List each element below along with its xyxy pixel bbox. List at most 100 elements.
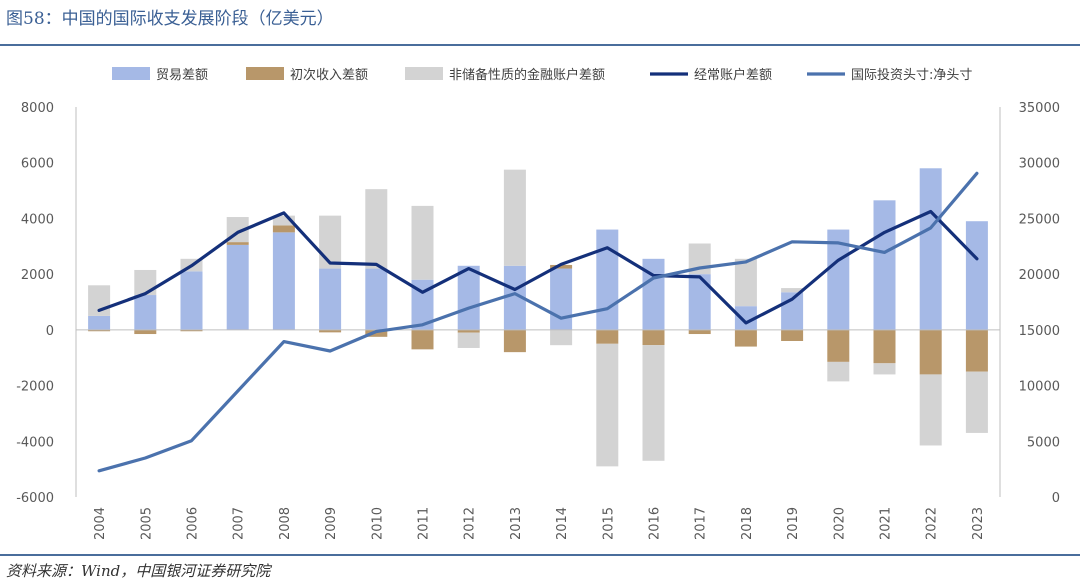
x-tick-label: 2012 [463,507,478,540]
bar-financial-2020 [827,361,850,382]
legend-financial-label: 非储备性质的金融账户差额 [449,67,605,83]
bar-trade-2022 [919,168,942,330]
bar-financial-2022 [919,374,942,446]
y-tick-label: -4000 [16,435,54,450]
current-account-line [97,209,979,325]
bar-primary-income-2023 [965,329,988,372]
bar-primary-income-2018 [734,329,757,347]
legend-primary-income-swatch [246,67,284,80]
bar-primary-income-2015 [596,329,619,344]
bar-trade-2015 [596,229,619,330]
bar-trade-2005 [134,295,157,330]
bar-trade-2009 [319,268,342,330]
bar-primary-income-2021 [873,329,896,364]
bar-primary-income-2008 [272,225,295,233]
bar-financial-2008 [272,215,295,226]
x-tick-label: 2009 [324,507,339,540]
legend-trade-label: 贸易差额 [156,68,208,83]
y-tick-label: 6000 [21,157,54,172]
x-tick-label: 2008 [278,507,293,540]
bar-trade-2014 [550,268,573,330]
bar-primary-income-2011 [411,329,434,350]
y2-tick-label: 20000 [1019,268,1060,283]
y2-tick-label: 0 [1052,491,1060,506]
bar-financial-2019 [781,288,804,293]
bar-trade-2004 [88,315,111,330]
bar-financial-2018 [734,258,757,307]
bar-financial-2011 [411,205,434,280]
legend-niip-label: 国际投资头寸:净头寸 [851,67,972,83]
bar-trade-2023 [965,221,988,330]
x-tick-label: 2007 [232,507,247,540]
legend-current-account-label: 经常账户差额 [694,67,772,83]
x-tick-label: 2017 [694,507,709,540]
bar-financial-2023 [965,371,988,433]
x-tick-label: 2020 [832,507,847,540]
bar-trade-2021 [873,200,896,330]
bar-primary-income-2007 [226,242,249,245]
bar-financial-2014 [550,329,573,346]
bar-primary-income-2013 [503,329,526,353]
bar-financial-2012 [457,332,480,348]
y-tick-label: 2000 [21,268,54,283]
x-tick-label: 2022 [925,507,940,540]
y-tick-label: -2000 [16,380,54,395]
legend-primary-income-label: 初次收入差额 [290,67,368,83]
bar-trade-2008 [272,232,295,330]
y-tick-label: 0 [46,324,54,339]
x-tick-label: 2010 [370,507,385,540]
bar-trade-2013 [503,265,526,330]
bar-trade-2017 [688,274,711,330]
y2-tick-label: 30000 [1019,157,1060,172]
x-tick-label: 2004 [93,507,108,540]
y2-tick-label: 5000 [1027,435,1060,450]
x-tick-label: 2013 [509,507,524,540]
source-divider [0,554,1080,556]
y2-tick-label: 15000 [1019,324,1060,339]
x-tick-label: 2016 [648,507,663,540]
bar-primary-income-2006 [180,329,203,332]
y-tick-label: 8000 [21,101,54,116]
bar-primary-income-2014 [550,264,573,269]
x-tick-label: 2023 [971,507,986,540]
x-tick-label: 2019 [786,507,801,540]
bar-primary-income-2004 [88,329,111,332]
bar-primary-income-2009 [319,329,342,333]
x-tick-label: 2015 [601,507,616,540]
bar-primary-income-2019 [781,329,804,341]
bar-financial-2005 [134,269,157,296]
y2-tick-label: 35000 [1019,101,1060,116]
y2-tick-label: 25000 [1019,212,1060,227]
x-tick-label: 2021 [879,507,894,540]
bar-primary-income-2016 [642,329,665,346]
bar-trade-2020 [827,229,850,330]
bar-financial-2009 [319,215,342,269]
bar-primary-income-2012 [457,329,480,333]
y2-tick-label: 10000 [1019,380,1060,395]
bar-trade-2018 [734,306,757,330]
bar-primary-income-2022 [919,329,942,375]
bar-financial-2015 [596,343,619,467]
title-divider [0,44,1080,46]
x-tick-label: 2014 [555,507,570,540]
bar-financial-2010 [365,189,388,269]
bar-primary-income-2017 [688,329,711,335]
bar-trade-2012 [457,265,480,330]
bar-financial-2016 [642,345,665,461]
legend-trade-swatch [112,67,150,80]
x-tick-label: 2018 [740,507,755,540]
bar-trade-2006 [180,271,203,330]
niip-line [97,171,979,473]
bar-primary-income-2005 [134,329,157,335]
figure-title: 图58：中国的国际收支发展阶段（亿美元） [6,9,334,29]
bar-trade-2007 [226,244,249,330]
x-tick-label: 2006 [186,507,201,540]
bar-financial-2021 [873,363,896,375]
bar-trade-2010 [365,268,388,330]
y-tick-label: 4000 [21,212,54,227]
bar-primary-income-2020 [827,329,850,362]
source-note: 资料来源：Wind，中国银河证券研究院 [6,562,271,580]
legend-financial-swatch [405,67,443,80]
bar-primary-income-2010 [365,329,388,337]
